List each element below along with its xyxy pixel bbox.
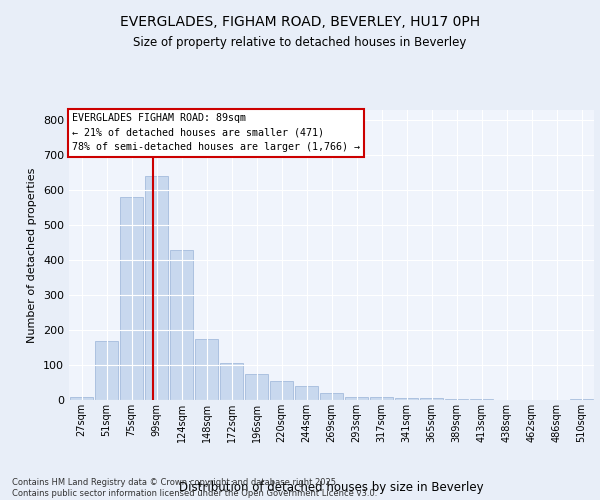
Bar [120, 198, 143, 400]
Bar [295, 386, 318, 400]
Bar [270, 381, 293, 400]
Bar [245, 374, 268, 400]
Bar [345, 396, 368, 400]
Bar [370, 397, 393, 400]
Bar [195, 339, 218, 400]
Text: Contains HM Land Registry data © Crown copyright and database right 2025.
Contai: Contains HM Land Registry data © Crown c… [12, 478, 377, 498]
X-axis label: Distribution of detached houses by size in Beverley: Distribution of detached houses by size … [179, 481, 484, 494]
Bar [220, 364, 243, 400]
Bar [395, 398, 418, 400]
Text: EVERGLADES, FIGHAM ROAD, BEVERLEY, HU17 0PH: EVERGLADES, FIGHAM ROAD, BEVERLEY, HU17 … [120, 16, 480, 30]
Bar [70, 396, 93, 400]
Bar [420, 398, 443, 400]
Text: Size of property relative to detached houses in Beverley: Size of property relative to detached ho… [133, 36, 467, 49]
Bar [145, 176, 168, 400]
Bar [320, 393, 343, 400]
Bar [570, 399, 593, 400]
Bar [95, 340, 118, 400]
Y-axis label: Number of detached properties: Number of detached properties [28, 168, 37, 342]
Bar [170, 250, 193, 400]
Bar [445, 399, 468, 400]
Text: EVERGLADES FIGHAM ROAD: 89sqm
← 21% of detached houses are smaller (471)
78% of : EVERGLADES FIGHAM ROAD: 89sqm ← 21% of d… [71, 113, 359, 152]
